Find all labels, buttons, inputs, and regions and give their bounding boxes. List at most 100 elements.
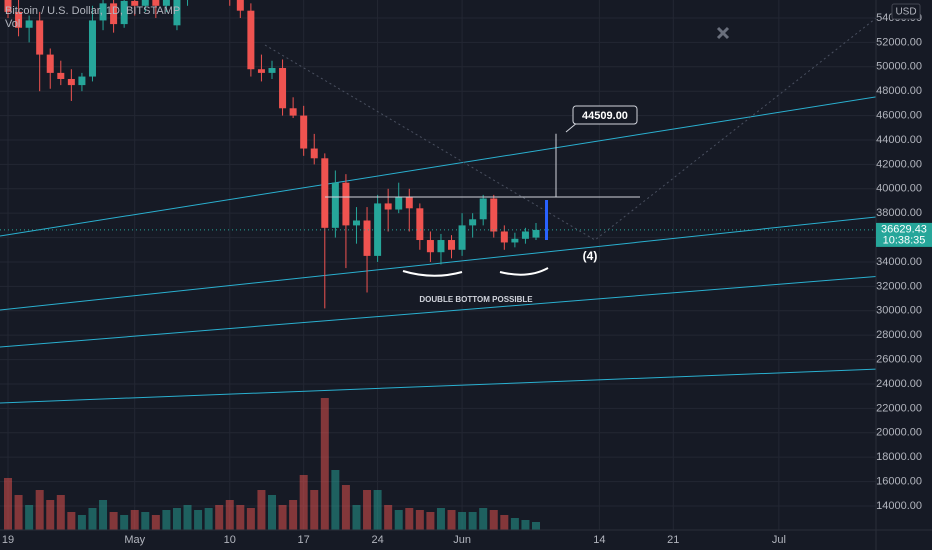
volume-bar: [268, 495, 276, 530]
trend-line: [0, 276, 876, 348]
last-price-box: [876, 222, 932, 247]
volume-bar: [14, 495, 23, 530]
volume-bar: [510, 518, 519, 530]
candle-body: [88, 20, 96, 77]
volume-bar: [215, 505, 224, 530]
trend-line: [0, 368, 876, 404]
candle-body: [257, 69, 265, 73]
wave-label: (4): [583, 249, 598, 263]
candle-body: [395, 197, 403, 210]
annotations: 44509.00 (4) DOUBLE BOTTOM POSSIBLE: [325, 26, 730, 304]
volume-bar: [4, 478, 12, 530]
candle-body: [416, 208, 424, 241]
volume-bar: [172, 508, 181, 530]
y-tick-label: 52000.00: [876, 36, 922, 48]
volume-bar: [77, 515, 86, 530]
candle-body: [110, 3, 118, 25]
volume-bar: [352, 505, 361, 530]
countdown: 10:38:35: [883, 234, 926, 246]
volume-pane: [4, 398, 540, 530]
volume-bar: [468, 512, 477, 530]
y-tick-label: 28000.00: [876, 329, 922, 341]
volume-bar: [331, 470, 340, 530]
candle-body: [300, 115, 308, 149]
y-tick-label: 20000.00: [876, 427, 922, 439]
candle-body: [78, 76, 86, 86]
candle-body: [36, 20, 44, 55]
candle-body: [236, 0, 244, 11]
x-tick-label: 24: [371, 534, 383, 546]
candle-body: [469, 219, 477, 226]
volume-bar: [99, 500, 108, 530]
candle-body: [152, 0, 160, 6]
volume-bar: [120, 515, 129, 530]
volume-bar: [479, 508, 488, 530]
candle-body: [289, 108, 297, 116]
volume-bar: [67, 512, 76, 530]
candle-body: [384, 203, 392, 210]
y-tick-label: 42000.00: [876, 158, 922, 170]
candle-body: [363, 220, 371, 256]
x-tick-label: 17: [298, 534, 310, 546]
candle-body: [67, 78, 75, 86]
last-price-label: 36629.43: [881, 223, 927, 235]
volume-bar: [88, 508, 97, 530]
candle-body: [131, 0, 139, 6]
volume-bar: [183, 505, 192, 530]
candle-body: [99, 3, 107, 21]
volume-bar: [415, 510, 424, 530]
candle-body: [141, 0, 149, 6]
close-icon[interactable]: [716, 26, 730, 40]
y-tick-label: 24000.00: [876, 378, 922, 390]
candle-body: [500, 231, 508, 243]
candle-body: [120, 0, 128, 25]
symbol-title: Bitcoin / U.S. Dollar, 1D, BITSTAMP: [5, 5, 180, 17]
y-tick-label: 46000.00: [876, 109, 922, 121]
candle-body: [405, 197, 413, 209]
volume-bar: [320, 398, 329, 530]
volume-bar: [194, 510, 203, 530]
volume-bar: [447, 510, 456, 530]
candle-body: [521, 231, 529, 239]
volume-bar: [278, 505, 287, 530]
grid: [0, 0, 876, 530]
candle-body: [490, 198, 498, 232]
volume-bar: [162, 510, 171, 530]
y-tick-label: 40000.00: [876, 183, 922, 195]
candle-body: [511, 238, 519, 243]
bottom-arc: [499, 267, 549, 276]
candle-body: [426, 240, 434, 253]
candle-body: [173, 0, 181, 26]
volume-bar: [46, 500, 55, 530]
volume-bar: [341, 485, 350, 530]
volume-bar: [394, 510, 403, 530]
y-tick-label: 22000.00: [876, 402, 922, 414]
candle-body: [342, 182, 350, 226]
candle-body: [268, 68, 276, 73]
candles: [4, 0, 540, 309]
volume-bar: [500, 515, 509, 530]
volume-bar: [204, 508, 213, 530]
axes: 14000.00 16000.00 18000.00 20000.00 22000.00…: [2, 12, 922, 546]
y-tick-label: 32000.00: [876, 280, 922, 292]
candle-body: [25, 20, 33, 28]
candle-body: [479, 198, 487, 220]
y-tick-label: 16000.00: [876, 475, 922, 487]
candle-body: [532, 229, 540, 238]
volume-bar: [141, 512, 150, 530]
x-tick-label: Jun: [453, 534, 471, 546]
volume-bar: [109, 512, 118, 530]
x-tick-label: Jul: [772, 534, 786, 546]
currency-box[interactable]: [891, 3, 921, 20]
volume-bar: [436, 508, 445, 530]
volume-bar: [521, 520, 530, 530]
candle-body: [279, 68, 287, 109]
volume-bar: [246, 508, 255, 530]
candle-body: [247, 10, 255, 70]
volume-bar: [56, 495, 65, 530]
volume-bar: [384, 505, 393, 530]
y-tick-label: 30000.00: [876, 305, 922, 317]
y-tick-label: 48000.00: [876, 85, 922, 97]
y-tick-label: 38000.00: [876, 207, 922, 219]
